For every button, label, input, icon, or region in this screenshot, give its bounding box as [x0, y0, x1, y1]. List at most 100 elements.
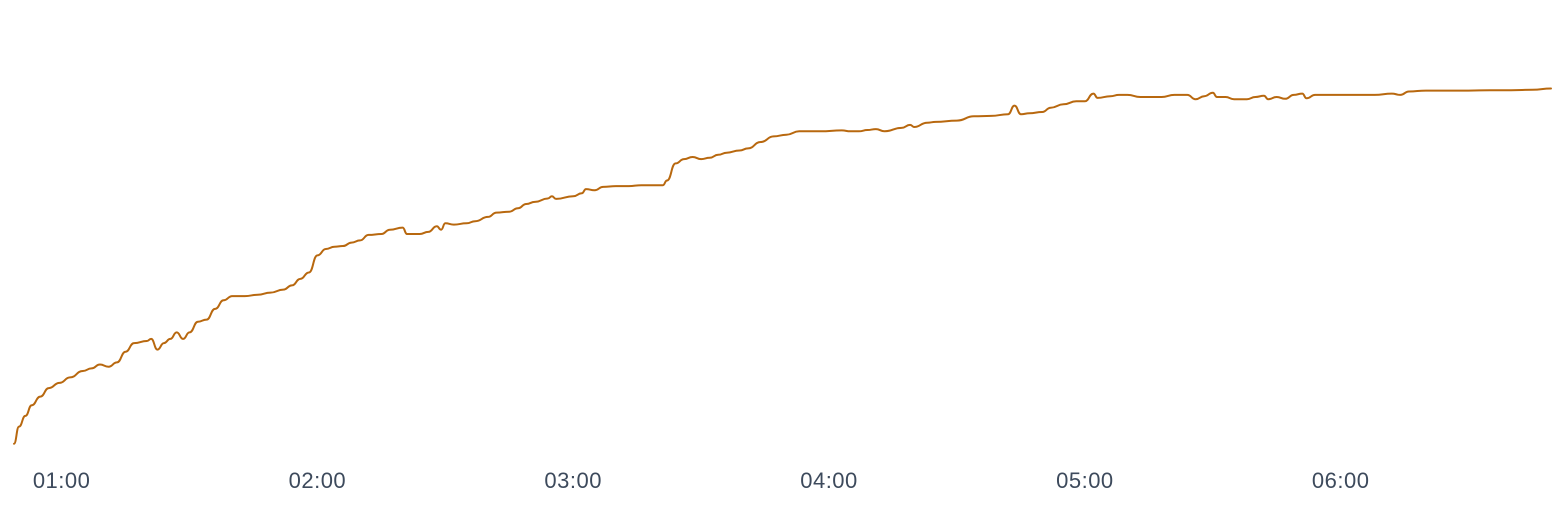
- x-tick-label: 03:00: [544, 468, 602, 493]
- data-point-128: [1263, 95, 1265, 97]
- data-point-37: [334, 246, 336, 248]
- data-point-21: [182, 338, 184, 340]
- data-point-105: [1028, 112, 1030, 114]
- data-point-111: [1092, 93, 1094, 95]
- data-point-116: [1139, 96, 1141, 98]
- series-line: [13, 87, 1552, 445]
- data-point-142: [1425, 90, 1427, 92]
- data-point-115: [1127, 94, 1129, 96]
- data-point-46: [419, 233, 421, 235]
- data-point-124: [1225, 96, 1227, 98]
- data-point-42: [380, 233, 382, 235]
- data-point-90: [858, 130, 860, 132]
- data-point-139: [1391, 93, 1393, 95]
- data-point-15: [146, 340, 148, 342]
- data-point-104: [1020, 113, 1022, 115]
- data-point-60: [547, 198, 549, 200]
- data-point-143: [1446, 90, 1448, 92]
- data-point-25: [214, 308, 216, 310]
- data-point-117: [1161, 96, 1163, 98]
- data-point-120: [1195, 98, 1197, 100]
- data-point-97: [926, 122, 928, 124]
- data-point-71: [662, 184, 664, 186]
- data-point-11: [108, 366, 110, 368]
- data-point-118: [1173, 94, 1175, 96]
- data-point-126: [1246, 98, 1248, 100]
- x-tick-label: 04:00: [800, 468, 858, 493]
- data-point-56: [508, 211, 510, 213]
- data-point-64: [581, 192, 583, 194]
- data-point-95: [909, 124, 911, 126]
- data-point-59: [534, 201, 536, 203]
- data-point-98: [935, 121, 937, 123]
- data-point-36: [325, 248, 327, 250]
- data-point-43: [389, 229, 391, 231]
- data-point-19: [169, 338, 171, 340]
- data-point-0: [13, 443, 15, 445]
- data-point-121: [1203, 95, 1205, 97]
- data-point-27: [231, 295, 233, 297]
- data-point-7: [69, 376, 71, 378]
- data-point-41: [368, 234, 370, 236]
- data-point-48: [436, 225, 438, 227]
- data-point-109: [1075, 100, 1077, 102]
- data-point-102: [1007, 113, 1009, 115]
- data-point-145: [1489, 89, 1491, 91]
- data-point-108: [1063, 103, 1065, 105]
- data-point-92: [875, 128, 877, 130]
- data-point-34: [308, 272, 310, 274]
- data-point-82: [760, 141, 762, 143]
- x-tick-label: 01:00: [33, 468, 91, 493]
- data-point-50: [444, 222, 446, 224]
- data-point-141: [1408, 91, 1410, 93]
- data-point-125: [1233, 98, 1235, 100]
- data-point-12: [116, 361, 118, 363]
- data-points: [13, 88, 1552, 445]
- data-point-83: [773, 135, 775, 137]
- data-point-28: [244, 295, 246, 297]
- data-point-87: [820, 130, 822, 132]
- data-point-39: [351, 242, 353, 244]
- data-point-94: [901, 127, 903, 129]
- data-point-119: [1186, 94, 1188, 96]
- data-point-112: [1097, 97, 1099, 99]
- data-point-138: [1374, 94, 1376, 96]
- data-point-88: [841, 129, 843, 131]
- data-point-86: [807, 130, 809, 132]
- data-point-8: [82, 370, 84, 372]
- data-point-67: [602, 186, 604, 188]
- data-point-58: [525, 203, 527, 205]
- data-point-51: [453, 224, 455, 226]
- data-point-84: [785, 134, 787, 136]
- data-point-122: [1212, 92, 1214, 94]
- data-point-14: [133, 342, 135, 344]
- data-point-136: [1331, 94, 1333, 96]
- data-point-20: [176, 331, 178, 333]
- data-point-38: [342, 245, 344, 247]
- data-point-81: [747, 147, 749, 149]
- data-point-123: [1216, 96, 1218, 98]
- data-point-96: [913, 126, 915, 128]
- data-point-133: [1301, 93, 1303, 95]
- data-point-26: [223, 299, 225, 301]
- data-point-18: [163, 342, 165, 344]
- data-point-135: [1314, 94, 1316, 96]
- data-point-9: [91, 367, 93, 369]
- data-point-106: [1041, 111, 1043, 113]
- data-point-2: [24, 415, 26, 417]
- data-point-130: [1276, 96, 1278, 98]
- x-tick-label: 06:00: [1312, 468, 1370, 493]
- data-point-114: [1118, 94, 1120, 96]
- data-point-113: [1109, 95, 1111, 97]
- data-point-101: [990, 115, 992, 117]
- data-point-55: [496, 212, 498, 214]
- data-point-103: [1014, 105, 1016, 107]
- data-point-4: [39, 396, 41, 398]
- data-point-10: [99, 364, 101, 366]
- data-point-79: [726, 152, 728, 154]
- data-point-110: [1084, 100, 1086, 102]
- data-point-22: [189, 331, 191, 333]
- data-point-73: [675, 162, 677, 164]
- data-point-137: [1353, 94, 1355, 96]
